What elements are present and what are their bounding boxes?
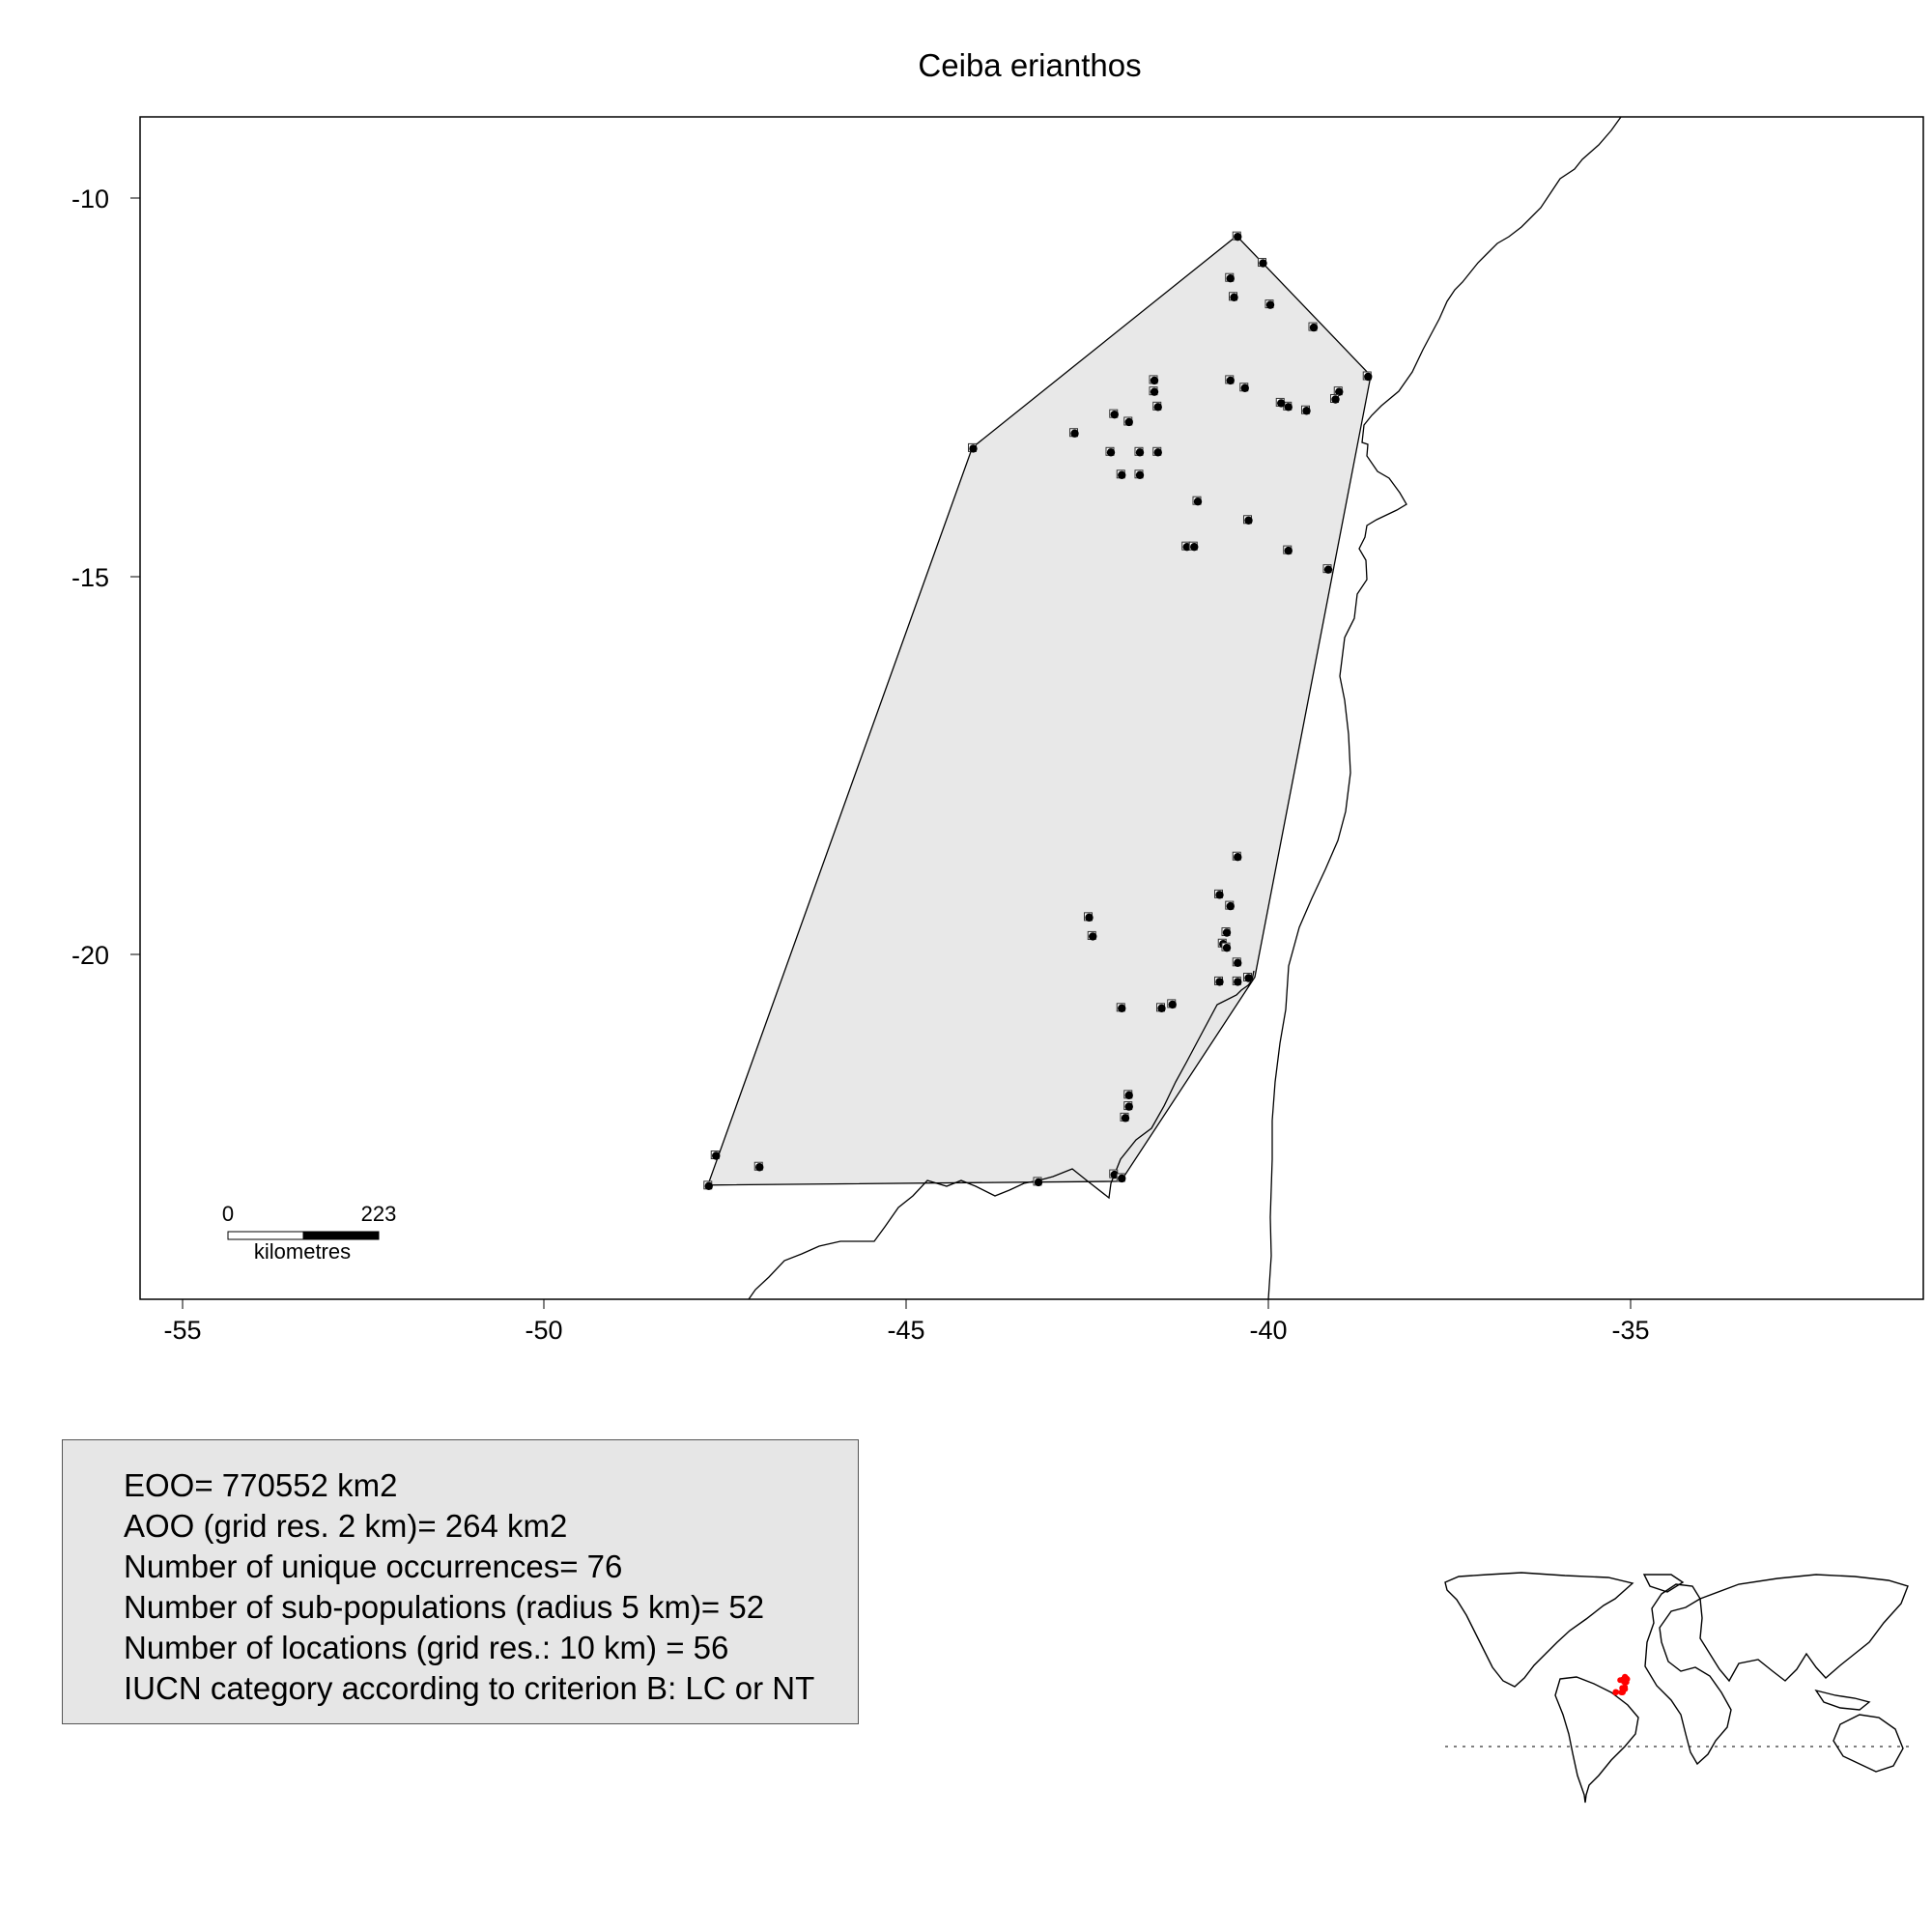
occurrence-point [1226,376,1235,385]
occurrence-point [1070,429,1079,438]
occurrence-point [1259,259,1267,268]
inset-asia [1699,1574,1909,1683]
occurrence-point [1364,372,1373,382]
occurrence-point [1234,958,1242,968]
occurrence-point [1124,1091,1133,1100]
occurrence-point [755,1163,764,1172]
occurrence-point [1150,376,1159,385]
occurrence-point [1234,232,1242,242]
occurrence-point [1034,1178,1043,1187]
occurrence-point [1265,300,1275,309]
stat-sub-populations: Number of sub-populations (radius 5 km)=… [124,1589,765,1625]
y-tick-label: -20 [71,941,109,970]
statistics-box: EOO= 770552 km2 AOO (grid res. 2 km)= 26… [62,1439,859,1724]
occurrence-point [1118,1174,1126,1183]
occurrence-point [1244,516,1253,525]
coastline [1267,117,1622,1299]
occurrence-point [1110,410,1119,419]
occurrence-point [1226,901,1235,911]
inset-occurrence-point [1623,1679,1630,1686]
stat-eoo: EOO= 770552 km2 [124,1467,398,1503]
occurrence-point [1153,403,1162,412]
inset-occurrence-point [1612,1690,1619,1696]
occurrence-point [1215,978,1224,986]
inset-north-america [1444,1572,1634,1688]
y-tick-label: -15 [71,563,109,592]
occurrence-point [704,1181,713,1191]
occurrence-point [1309,323,1319,332]
occurrence-point [1085,913,1094,923]
scale-bar: 0 223 kilometres [222,1202,396,1264]
occurrence-point [1135,470,1145,479]
map-title: Ceiba erianthos [918,47,1141,83]
occurrence-point [1230,293,1238,301]
occurrence-point [1118,470,1126,479]
stat-locations: Number of locations (grid res.: 10 km) =… [124,1630,729,1665]
occurrence-point [1124,417,1133,427]
stat-iucn-category: IUCN category according to criterion B: … [124,1670,815,1706]
x-axis: -55 -50 -45 -40 -35 [163,1299,1650,1345]
occurrence-point [1222,928,1232,937]
occurrence-point [1234,853,1242,862]
occurrence-point [1193,497,1203,506]
occurrence-point [969,444,978,453]
occurrence-point [1089,932,1097,941]
occurrence-point [1331,395,1340,404]
inset-europe-africa [1644,1583,1732,1766]
occurrence-point [1168,1000,1177,1009]
occurrence-point [1302,407,1311,415]
inset-southeast-asia [1814,1689,1871,1711]
occurrence-point [1222,943,1232,952]
occurrence-point [1226,274,1235,283]
occurrence-point [1244,974,1253,982]
inset-south-america [1554,1676,1639,1804]
occurrence-point [1284,546,1293,555]
occurrence-point [1150,387,1159,396]
world-inset-map [1444,1572,1913,1804]
occurrence-point [1190,542,1199,552]
stat-aoo: AOO (grid res. 2 km)= 264 km2 [124,1508,568,1544]
scale-bar-start: 0 [222,1202,234,1226]
occurrence-points [703,231,1373,1191]
occurrence-point [1215,891,1224,899]
occurrence-point [1124,1102,1133,1111]
occurrence-point [1106,448,1116,457]
occurrence-point [1118,1004,1126,1013]
occurrence-point [1284,403,1293,412]
y-axis: -10 -15 -20 [71,185,140,970]
occurrence-point [1135,448,1145,457]
occurrence-point [1277,399,1286,408]
stat-unique-occurrences: Number of unique occurrences= 76 [124,1548,623,1584]
map-panel-frame [139,116,1924,1300]
occurrence-point [1335,387,1344,396]
scale-bar-unit: kilometres [254,1239,351,1264]
inset-occurrence-point [1618,1690,1625,1695]
x-tick-label: -50 [525,1316,562,1345]
occurrence-point [1157,1004,1166,1013]
inset-greenland [1642,1574,1685,1593]
inset-australia [1833,1714,1904,1773]
x-tick-label: -35 [1611,1316,1649,1345]
x-tick-label: -45 [887,1316,924,1345]
occurrence-point [712,1151,721,1160]
eoo-convex-hull [706,235,1372,1186]
y-tick-label: -10 [71,185,109,213]
x-tick-label: -55 [163,1316,201,1345]
occurrence-point [1121,1114,1130,1122]
x-tick-label: -40 [1249,1316,1287,1345]
occurrence-point [1323,565,1333,574]
occurrence-point [1234,978,1242,986]
inset-occurrence-cluster [1612,1673,1631,1696]
scale-bar-end: 223 [361,1202,397,1226]
occurrence-point [1153,448,1162,457]
occurrence-point [1240,384,1249,392]
